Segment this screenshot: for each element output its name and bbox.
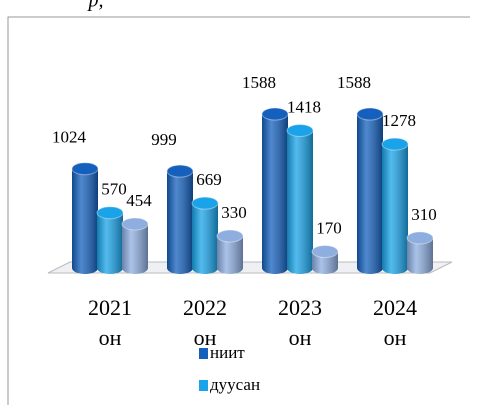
bar-shade	[192, 203, 218, 274]
data-label: 1024	[52, 128, 87, 147]
bar-top	[216, 229, 244, 243]
legend-label: дуусан	[210, 375, 260, 394]
bar-shade	[167, 171, 193, 274]
bar-shade	[312, 251, 338, 274]
bar-shade	[407, 237, 433, 274]
bar	[216, 229, 244, 274]
data-label: 170	[316, 218, 342, 237]
bar-shade	[217, 235, 243, 274]
data-label: 310	[411, 205, 437, 224]
bar-shade	[382, 144, 408, 274]
bar	[166, 164, 194, 274]
bar-top	[191, 196, 219, 210]
bar-top	[121, 217, 149, 231]
bar-top	[286, 123, 314, 137]
bar-top	[261, 107, 289, 121]
bar-shade	[262, 114, 288, 274]
bar	[71, 162, 99, 274]
legend-swatch	[199, 348, 208, 359]
data-label: 999	[151, 130, 177, 149]
bar-top	[166, 164, 194, 178]
data-label: 330	[221, 203, 247, 222]
x-tick-label: 2021 он	[88, 295, 132, 350]
bar-top	[311, 245, 339, 259]
data-label: 1418	[287, 97, 321, 116]
x-tick-label: 2024 он	[373, 295, 417, 350]
legend-label: ниит	[210, 343, 245, 362]
header-fragment: р,	[87, 0, 104, 12]
bar	[406, 231, 434, 274]
bar	[286, 123, 314, 274]
bar-shade	[72, 168, 98, 274]
data-label: 669	[196, 170, 222, 189]
bar-top	[71, 162, 99, 176]
chart-frame	[7, 16, 470, 405]
x-tick-label: 2022 он	[183, 295, 227, 350]
data-label: 1278	[382, 111, 416, 130]
bar	[311, 245, 339, 274]
bar	[356, 107, 384, 274]
bar	[381, 137, 409, 274]
data-label: 1588	[337, 73, 371, 92]
bar	[191, 196, 219, 274]
data-label: 1588	[242, 73, 276, 92]
bar-shade	[97, 212, 123, 274]
bar-top	[96, 206, 124, 220]
bar-shade	[122, 223, 148, 274]
bar-top	[381, 137, 409, 151]
x-tick-label: 2023 он	[278, 295, 322, 350]
bar-top	[406, 231, 434, 245]
bar-top	[356, 107, 384, 121]
data-label: 570	[101, 180, 127, 199]
bar-shade	[287, 130, 313, 274]
bar	[121, 217, 149, 274]
legend-swatch	[199, 380, 208, 391]
data-label: 454	[126, 191, 152, 210]
bar	[261, 107, 289, 274]
bar	[96, 206, 124, 274]
bar-shade	[357, 114, 383, 274]
